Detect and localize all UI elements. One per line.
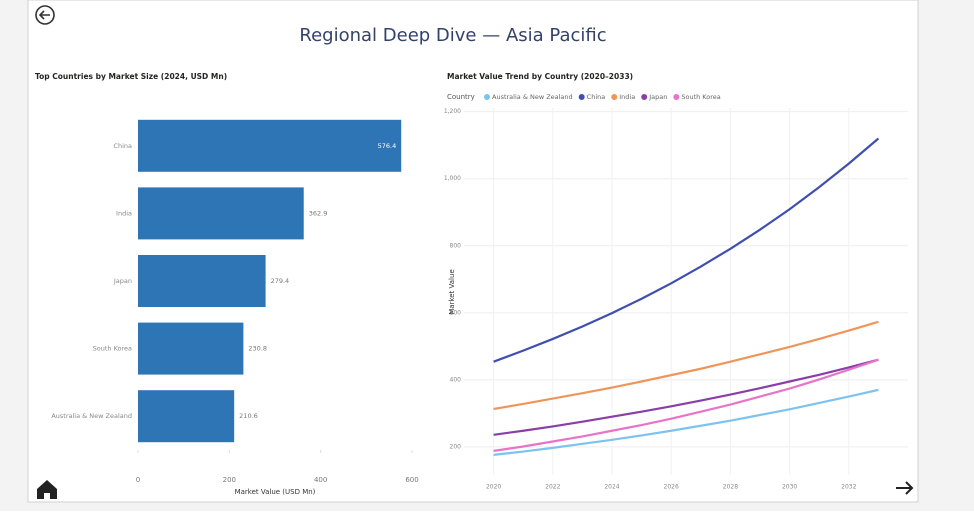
series-line [493, 358, 879, 436]
legend-label: South Korea [681, 93, 720, 101]
series-line [493, 388, 879, 456]
x-tick-label: 400 [314, 476, 327, 484]
legend-swatch [578, 94, 585, 100]
chart-title: Market Value Trend by Country (2020–2033… [447, 72, 633, 81]
y-tick-label: 800 [450, 242, 462, 249]
bar [138, 322, 244, 375]
y-tick-label: 400 [450, 376, 462, 383]
x-tick-label: 200 [223, 476, 236, 484]
bar [138, 119, 402, 172]
legend-swatch [611, 94, 618, 100]
y-tick-label: 600 [450, 309, 462, 316]
x-tick-label: 2028 [723, 484, 738, 491]
bar-chart: Top Countries by Market Size (2024, USD … [35, 72, 419, 496]
bar [138, 255, 266, 307]
legend-label: India [619, 93, 635, 101]
data-label: 279.4 [271, 277, 290, 285]
y-tick-label: 1,200 [444, 108, 461, 115]
bar [138, 390, 235, 443]
y-tick-label: 200 [450, 443, 462, 450]
y-tick-label: South Korea [93, 345, 132, 353]
y-axis-title: Market Value [448, 269, 456, 315]
x-tick-label: 2020 [486, 484, 501, 491]
series-line [493, 137, 880, 363]
x-tick-label: 0 [136, 476, 140, 484]
data-label: 210.6 [239, 412, 258, 420]
next-button[interactable] [896, 481, 914, 495]
legend-label: Australia & New Zealand [492, 93, 573, 101]
bar [138, 187, 304, 240]
legend-label: Japan [648, 93, 667, 101]
legend-label: China [587, 93, 606, 101]
legend-swatch [641, 94, 648, 100]
y-tick-label: China [113, 142, 132, 150]
legend-title: Country [447, 93, 475, 101]
x-axis-title: Market Value (USD Mn) [235, 488, 316, 496]
data-label: 230.8 [248, 345, 267, 353]
series-line [493, 320, 879, 411]
legend-swatch [484, 94, 490, 100]
x-tick-label: 2022 [545, 484, 560, 491]
x-tick-label: 2026 [664, 484, 679, 491]
x-tick-label: 600 [405, 476, 418, 484]
y-tick-label: Japan [113, 277, 132, 285]
back-button[interactable] [35, 5, 55, 25]
y-tick-label: Australia & New Zealand [51, 412, 132, 420]
page-title: Regional Deep Dive — Asia Pacific [299, 25, 606, 46]
x-tick-label: 2024 [604, 484, 619, 491]
home-button[interactable] [37, 480, 57, 499]
y-tick-label: 1,000 [444, 175, 461, 182]
data-label: 576.4 [378, 142, 397, 150]
series-line [493, 358, 879, 452]
x-tick-label: 2030 [782, 484, 797, 491]
y-tick-label: India [116, 209, 132, 217]
x-tick-label: 2032 [841, 484, 856, 491]
data-label: 362.9 [309, 209, 328, 217]
legend-swatch [673, 94, 680, 100]
line-chart: Market Value Trend by Country (2020–2033… [444, 72, 908, 491]
chart-title: Top Countries by Market Size (2024, USD … [35, 72, 227, 81]
